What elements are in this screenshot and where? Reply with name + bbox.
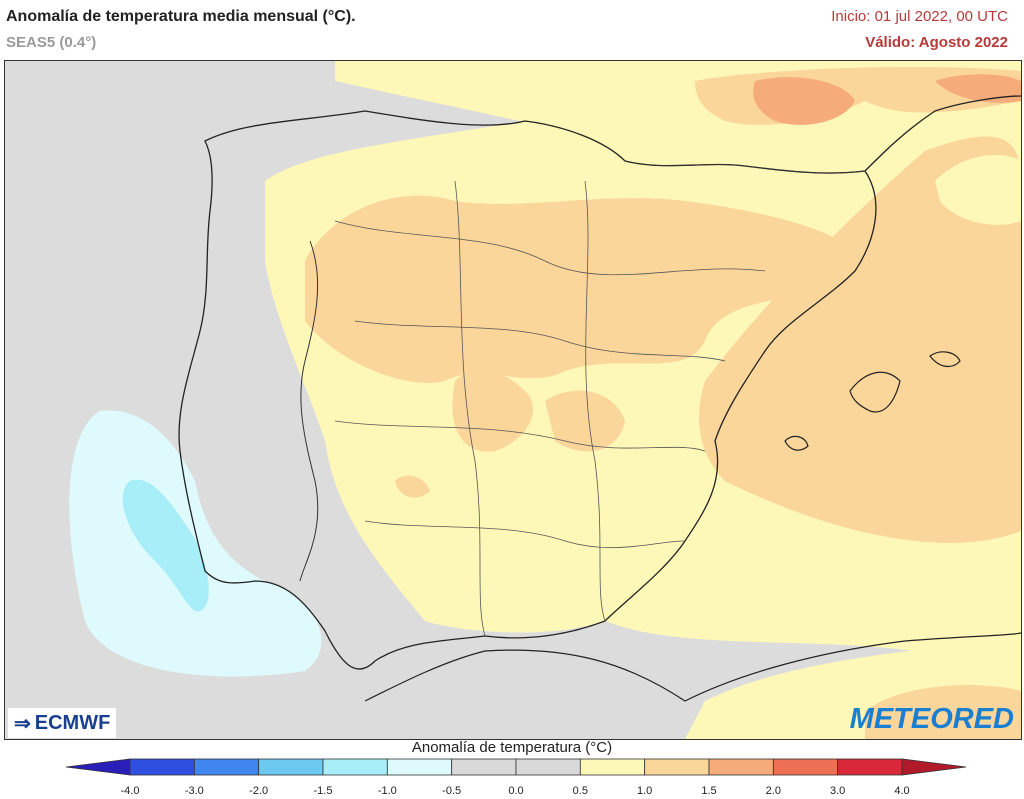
legend-tick-label: 1.0	[637, 785, 653, 797]
legend-swatch	[451, 758, 517, 776]
ecmwf-icon: ⇒	[14, 712, 31, 735]
legend-tick-label: 0.0	[508, 785, 524, 797]
pyrenees-border	[624, 160, 866, 174]
legend-swatch	[708, 758, 774, 776]
legend-colorbar	[65, 758, 967, 776]
legend-tick-label: -0.5	[442, 785, 462, 797]
legend-tick-label: -3.0	[184, 785, 204, 797]
legend-tick-label: -1.5	[313, 785, 333, 797]
strong-warm-anomaly	[753, 77, 855, 125]
legend-tick-label: 0.5	[572, 785, 588, 797]
legend-tick-label: 2.0	[765, 785, 781, 797]
init-date: Inicio: 01 jul 2022, 00 UTC	[831, 8, 1008, 25]
ecmwf-logo-text: ECMWF	[34, 711, 111, 734]
legend-tick-label: -1.0	[377, 785, 397, 797]
meteored-logo: METEORED	[849, 703, 1014, 735]
legend-swatch	[386, 758, 453, 776]
legend-swatch	[515, 758, 581, 776]
balearic-islands	[849, 371, 901, 413]
warm-anomaly-central	[305, 195, 865, 383]
legend-swatch	[129, 758, 195, 776]
legend-tick-label: 4.0	[894, 785, 910, 797]
legend-swatch	[579, 758, 646, 776]
africa-coastline	[364, 632, 1021, 702]
model-subtitle: SEAS5 (0.4°)	[6, 34, 97, 51]
legend-title: Anomalía de temperatura (°C)	[411, 739, 613, 756]
legend-tick-label: 3.0	[830, 785, 846, 797]
legend-tick-label: -4.0	[120, 785, 140, 797]
legend-min-arrow	[65, 758, 131, 776]
france-coastline	[864, 95, 1021, 172]
valid-period: Válido: Agosto 2022	[865, 34, 1008, 51]
legend-swatch	[322, 758, 388, 776]
anomaly-map	[4, 60, 1022, 740]
legend-tick-label: -2.0	[249, 785, 269, 797]
legend-tick-label: 1.5	[701, 785, 717, 797]
legend-swatch	[258, 758, 324, 776]
legend-max-arrow	[901, 758, 967, 776]
legend-swatch	[193, 758, 260, 776]
map-title: Anomalía de temperatura media mensual (°…	[6, 8, 356, 25]
legend-swatch	[772, 758, 839, 776]
cool-anomaly-core	[122, 479, 209, 612]
legend-swatch	[644, 758, 710, 776]
portugal-border	[299, 240, 319, 582]
legend-swatch	[837, 758, 903, 776]
iberia-coastline	[178, 110, 877, 670]
ecmwf-logo: ⇒ ECMWF	[8, 708, 117, 738]
